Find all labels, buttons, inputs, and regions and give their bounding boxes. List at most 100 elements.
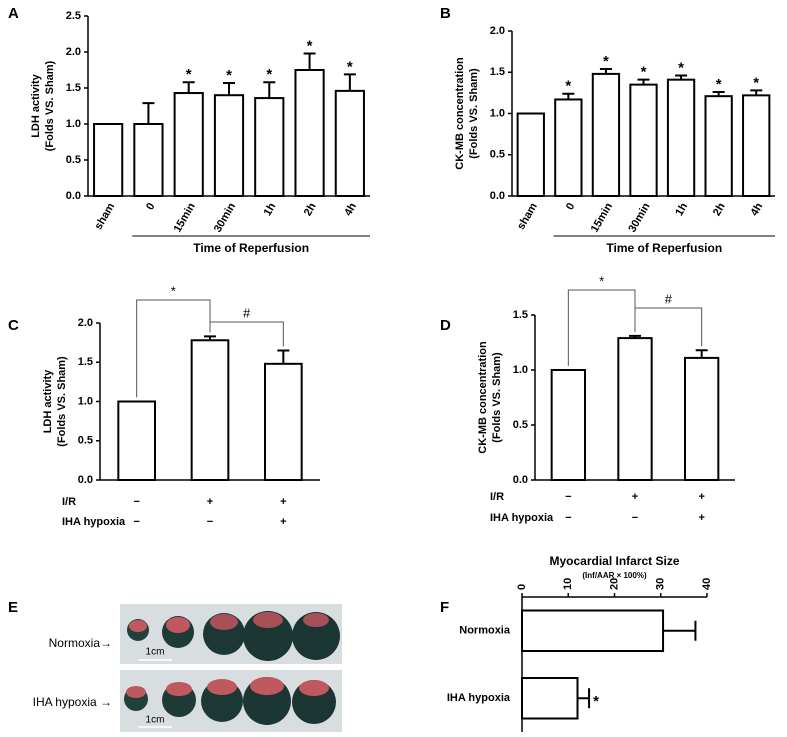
row-label: Normoxia→ (49, 636, 112, 650)
panel-label: C (8, 317, 19, 334)
condition-name: IHA hypoxia (62, 516, 126, 528)
bar (684, 356, 720, 481)
x-tick-label: 30min (626, 201, 652, 235)
hearts (124, 611, 340, 725)
condition-sign: − (133, 496, 139, 508)
y-tick-label: 1.0 (78, 395, 93, 407)
bar (704, 95, 733, 197)
error-bar (343, 73, 356, 91)
comparison-label: # (243, 305, 251, 320)
error-bar (263, 81, 276, 99)
significance: * (307, 37, 313, 54)
y-axis-label: (Folds VS. Sham) (491, 352, 503, 443)
y-tick-label: 0.0 (66, 190, 81, 202)
error-bar (750, 89, 763, 96)
y-tick-label: 1.0 (490, 107, 505, 119)
condition-sign: + (207, 496, 213, 508)
bar (521, 609, 665, 652)
x-tick-label: 4h (342, 201, 359, 218)
y-axis-label: CK-MB concentration (477, 341, 489, 454)
y-tick-label: 2.0 (490, 25, 505, 37)
x-tick-label: sham (92, 201, 117, 232)
panel-label: E (8, 599, 18, 616)
x-tick-label: sham (515, 201, 540, 232)
bar (173, 92, 204, 197)
panel-label: F (440, 599, 449, 616)
x-axis-label: Time of Reperfusion (606, 241, 722, 255)
error-bar (277, 349, 290, 364)
error-bar (303, 52, 316, 70)
error-bar (204, 335, 216, 341)
condition-sign: − (133, 516, 139, 528)
x-tick-label: 40 (701, 578, 713, 590)
y-tick-label: 1.5 (513, 309, 528, 321)
y-tick-label: IHA hypoxia (447, 692, 511, 704)
bar (133, 123, 164, 197)
y-tick-label: 1.5 (490, 66, 505, 78)
significance: * (593, 693, 599, 710)
bar (264, 362, 303, 482)
condition-sign: − (207, 516, 213, 528)
y-tick-label: 0.0 (490, 190, 505, 202)
y-axis-label: (Folds VS. Sham) (56, 356, 68, 447)
scale-label: 1cm (146, 647, 165, 658)
error-bar (675, 74, 688, 80)
x-tick-label: 4h (749, 201, 766, 218)
chart-title: Myocardial Infarct Size (549, 554, 679, 568)
y-axis-label: CK-MB concentration (454, 57, 466, 170)
y-axis-label: LDH activity (30, 73, 42, 137)
bar (93, 123, 124, 197)
bar (190, 339, 230, 481)
y-axis-label: LDH activity (42, 369, 54, 433)
bar (516, 112, 545, 197)
x-tick-label: 1h (262, 201, 279, 218)
significance: * (716, 76, 722, 93)
error-bar (223, 81, 235, 96)
bar (554, 98, 583, 197)
significance: * (641, 64, 647, 81)
chart-subtitle: (Inf/AAR × 100%) (582, 571, 647, 580)
condition-name: I/R (490, 491, 504, 503)
significance: * (753, 74, 759, 91)
y-tick-label: 1.5 (66, 82, 81, 94)
y-tick-label: 0.5 (66, 154, 81, 166)
error-bar (712, 91, 725, 97)
significance: * (565, 78, 571, 95)
x-tick-label: 30 (655, 578, 667, 590)
error-bar (599, 67, 612, 74)
error-bar (577, 688, 591, 709)
bar (591, 72, 621, 197)
x-tick-label: 20 (608, 578, 620, 590)
comparison-label: # (665, 291, 673, 306)
significance: * (678, 60, 684, 77)
x-tick-label: 15min (172, 201, 198, 235)
photo-panel: E Normoxia→ IHA hypoxia → 1cm 1cm (8, 599, 342, 732)
significance: * (226, 67, 232, 84)
error-bar (629, 334, 641, 339)
bracket (136, 299, 211, 398)
y-tick-label: 1.0 (66, 118, 81, 130)
x-tick-label: 0 (516, 584, 528, 590)
x-tick-label: 2h (711, 201, 728, 218)
x-tick-label: 1h (673, 201, 690, 218)
row-label: IHA hypoxia → (33, 695, 112, 709)
comparison-label: * (599, 273, 604, 288)
scale-label: 1cm (146, 715, 165, 726)
condition-sign: − (565, 491, 571, 503)
significance: * (186, 66, 192, 83)
panel-label: D (440, 317, 451, 334)
condition-sign: + (280, 516, 286, 528)
bar (742, 94, 771, 197)
bar (550, 369, 587, 481)
error-bar (695, 349, 708, 358)
error-bar (562, 92, 575, 100)
bar (521, 677, 579, 720)
condition-sign: + (698, 512, 704, 524)
y-tick-label: 0.0 (78, 474, 93, 486)
panel-label: B (440, 5, 451, 22)
condition-sign: − (632, 512, 638, 524)
bracket (209, 321, 284, 347)
condition-name: I/R (62, 496, 76, 508)
significance: * (266, 66, 272, 83)
